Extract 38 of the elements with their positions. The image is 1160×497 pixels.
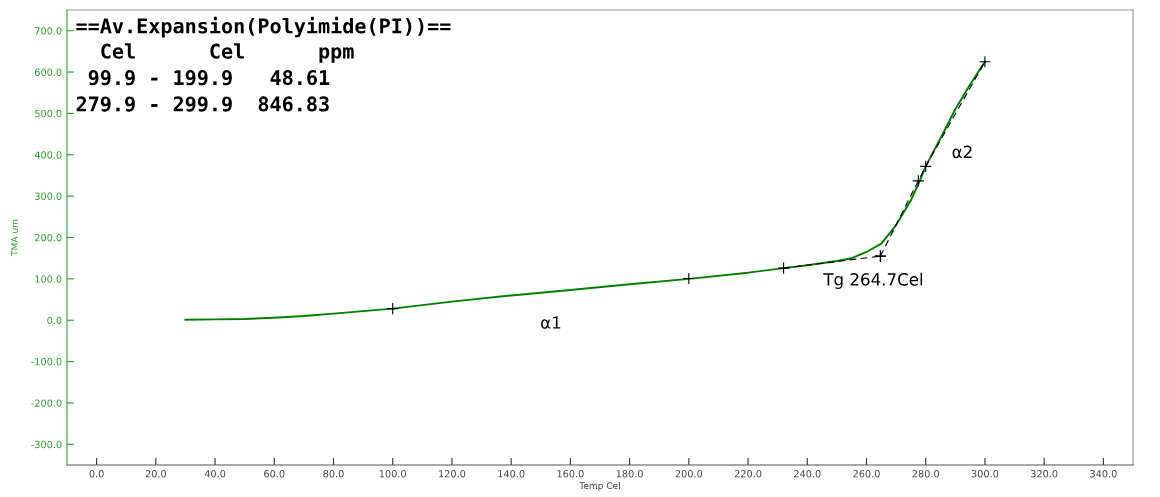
y-tick-label: -200.0	[31, 399, 62, 407]
x-tick-label: 140.0	[498, 470, 525, 478]
y-axis-title: TMA um	[11, 219, 18, 256]
x-tick-label: 240.0	[794, 470, 821, 478]
y-tick-label: -100.0	[31, 358, 62, 366]
x-tick-label: 220.0	[734, 470, 762, 478]
annotation: Cel Cel ppm	[101, 43, 354, 63]
y-tick-label: 300.0	[35, 192, 62, 200]
x-tick-label: 120.0	[439, 470, 466, 478]
x-tick-label: 260.0	[853, 470, 880, 478]
x-tick-label: 0.0	[89, 470, 104, 478]
y-tick-label: 600.0	[34, 68, 62, 76]
annotation: ==Av.Expansion(Polyimide(PI))==	[76, 16, 451, 38]
x-tick-label: 40.0	[204, 470, 226, 478]
x-tick-label: 200.0	[675, 470, 703, 478]
annotation: Tg 264.7Cel	[823, 272, 923, 289]
y-tick-label: -300.0	[31, 440, 62, 449]
x-tick-label: 100.0	[379, 470, 406, 478]
annotation: 279.9 - 299.9 846.83	[76, 96, 329, 112]
annotation: α1	[541, 316, 561, 329]
y-tick-label: 500.0	[35, 109, 62, 118]
x-tick-label: 60.0	[264, 470, 285, 478]
y-tick-label: 0.0	[47, 316, 62, 325]
y-tick-label: 700.0	[35, 27, 62, 35]
annotation: α2	[952, 145, 972, 159]
x-tick-label: 320.0	[1030, 470, 1058, 478]
x-tick-label: 300.0	[971, 470, 999, 478]
x-tick-label: 280.0	[912, 470, 939, 478]
y-tick-label: 200.0	[35, 233, 62, 242]
x-tick-label: 340.0	[1090, 470, 1117, 478]
x-tick-label: 160.0	[557, 470, 584, 478]
x-tick-label: 80.0	[323, 470, 344, 478]
y-tick-label: 400.0	[34, 151, 62, 159]
x-tick-label: 20.0	[145, 470, 167, 478]
y-tick-label: 100.0	[35, 275, 62, 283]
x-tick-label: 180.0	[616, 470, 643, 478]
x-axis-title: Temp Cel	[579, 482, 620, 491]
annotation: 99.9 - 199.9 48.61	[88, 69, 330, 86]
